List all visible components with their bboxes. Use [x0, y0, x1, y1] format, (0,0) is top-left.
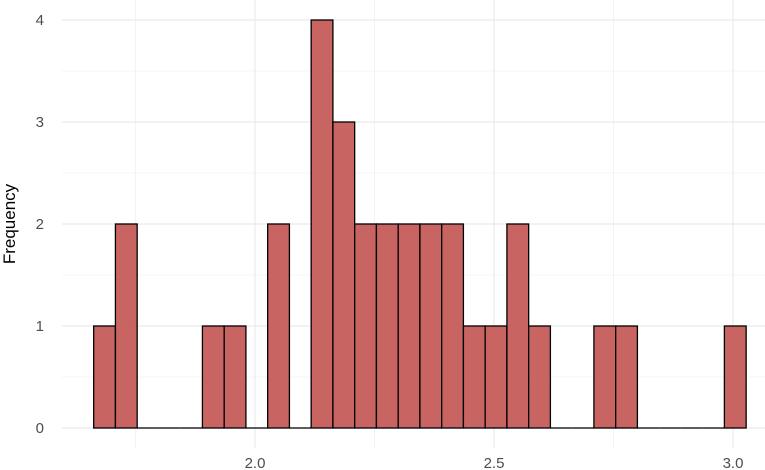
histogram-bar [223, 325, 247, 429]
histogram-bar [397, 223, 421, 429]
histogram-bar [462, 325, 486, 429]
histogram-bar [93, 325, 117, 429]
y-tick-label: 2 [36, 216, 44, 233]
x-tick-labels: 2.0 2.5 3.0 [245, 455, 744, 470]
histogram-bar [484, 325, 508, 429]
histogram-bar [441, 223, 465, 429]
histogram-bar [506, 223, 530, 429]
y-tick-label: 1 [36, 318, 44, 335]
histogram-bar [723, 325, 747, 429]
y-tick-labels: 0 1 2 3 4 [36, 12, 44, 437]
histogram-bar [332, 121, 356, 429]
x-tick-label: 2.0 [245, 455, 266, 470]
histogram-bar [615, 325, 639, 429]
histogram-bar [114, 223, 138, 429]
histogram-bar [419, 223, 443, 429]
y-tick-label: 3 [36, 114, 44, 131]
x-tick-label: 3.0 [723, 455, 744, 470]
histogram-bar [354, 223, 378, 429]
histogram-bar [375, 223, 399, 429]
histogram-bar [528, 325, 552, 429]
histogram-bars [93, 19, 747, 429]
histogram-bar [267, 223, 291, 429]
y-tick-label: 4 [36, 12, 44, 29]
y-tick-label: 0 [36, 420, 44, 437]
histogram-bar [201, 325, 225, 429]
x-tick-label: 2.5 [484, 455, 505, 470]
histogram-bar [310, 19, 334, 429]
histogram-bar [593, 325, 617, 429]
